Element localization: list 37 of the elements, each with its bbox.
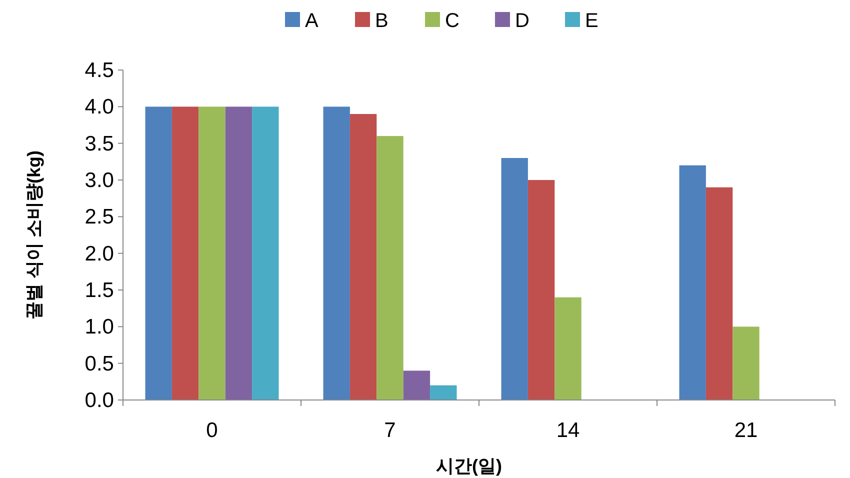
y-tick-label: 0.5 (84, 352, 114, 376)
y-tick-label: 2.5 (84, 206, 114, 229)
legend-label: E (585, 10, 598, 32)
y-tick-label: 1.0 (84, 316, 114, 339)
x-tick-label: 7 (384, 419, 396, 442)
legend-label: D (515, 10, 530, 32)
legend-label: A (305, 10, 319, 32)
y-tick-label: 2.0 (84, 242, 114, 266)
bar (172, 106, 199, 400)
bar (501, 158, 528, 400)
legend-label: C (445, 10, 460, 32)
bar (323, 106, 350, 400)
bar (554, 297, 582, 400)
y-tick-label: 0.0 (84, 389, 114, 412)
bar (376, 136, 404, 400)
bar (679, 165, 706, 400)
bar (252, 106, 279, 400)
bar (198, 106, 226, 400)
bar (430, 385, 457, 400)
bar (225, 106, 252, 400)
x-tick-label: 21 (734, 419, 758, 442)
bar (706, 187, 733, 400)
y-tick-label: 1.5 (84, 279, 114, 302)
x-axis-title: 시간(일) (436, 456, 502, 476)
bar (732, 326, 760, 400)
bar (528, 180, 555, 400)
legend-label: B (375, 10, 388, 32)
x-tick-label: 14 (556, 419, 580, 442)
y-tick-label: 4.5 (84, 59, 114, 82)
bar (145, 106, 172, 400)
y-tick-label: 3.5 (84, 132, 114, 156)
x-tick-label: 0 (206, 419, 218, 442)
bar (350, 114, 377, 400)
y-tick-label: 4.0 (84, 96, 114, 119)
y-tick-label: 3.0 (84, 169, 114, 192)
bar (403, 370, 430, 400)
y-axis-title: 꿀벌 식이 소비량(kg) (24, 150, 44, 320)
